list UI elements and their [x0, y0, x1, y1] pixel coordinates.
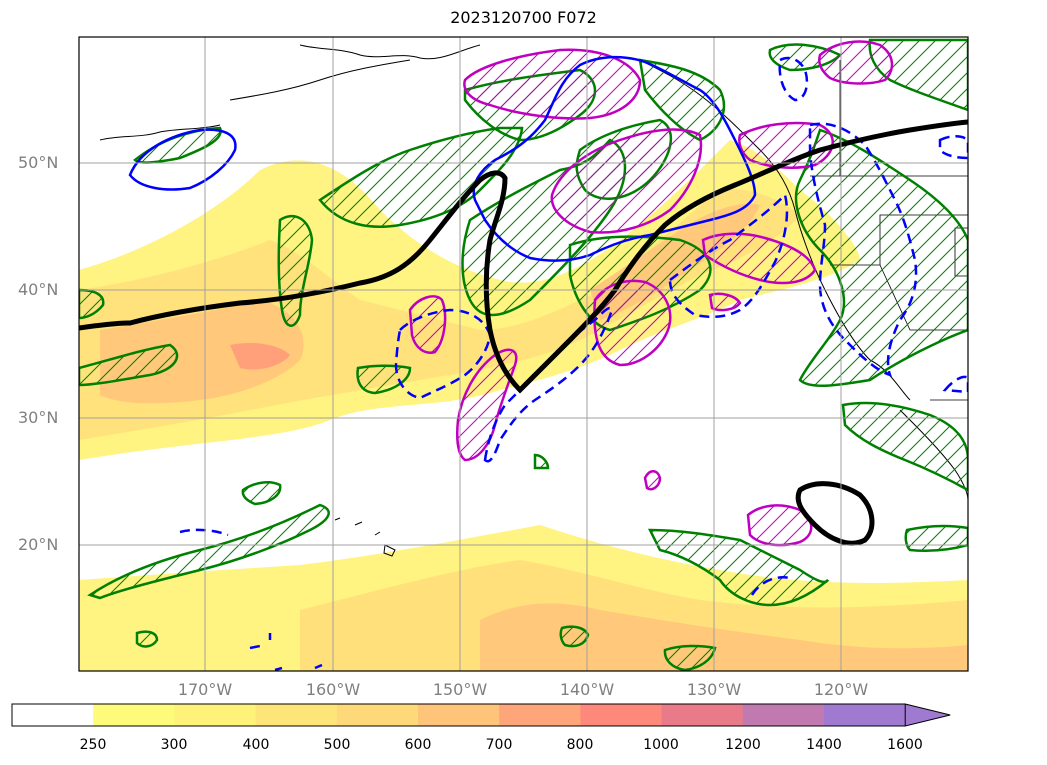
colorbar-frame: [11, 703, 906, 727]
colorbar-segment: [824, 704, 906, 726]
green-hatched-regions: [79, 38, 968, 671]
colorbar-segment: [418, 704, 500, 726]
lon-label-130w: 130°W: [686, 680, 742, 699]
colorbar-tick-1600: 1600: [887, 737, 923, 753]
map-frame: [78, 36, 969, 672]
colorbar-segment: [742, 704, 825, 726]
lat-label-40n: 40°N: [18, 280, 59, 299]
colorbar-segment: [336, 704, 419, 726]
colorbar-tick-250: 250: [79, 737, 107, 753]
blue-solid-contours: [128, 55, 757, 262]
colorbar-extend-arrow: [904, 703, 951, 727]
colorbar-segment: [661, 704, 744, 726]
colorbar-tick-400: 400: [242, 737, 270, 753]
shading-south-band: [79, 525, 968, 671]
colorbar-segment: [174, 704, 257, 726]
colorbar-tick-1200: 1200: [725, 737, 761, 753]
map-contents: [79, 37, 968, 671]
colorbar-segment: [499, 704, 581, 726]
lon-label-160w: 160°W: [305, 680, 361, 699]
lon-label-120w: 120°W: [813, 680, 869, 699]
lon-label-140w: 140°W: [559, 680, 615, 699]
colorbar-tick-600: 600: [404, 737, 432, 753]
lat-label-20n: 20°N: [18, 535, 59, 554]
colorbar-tick-300: 300: [160, 737, 188, 753]
black-thick-contours: [79, 119, 968, 546]
colorbar-segment: [255, 704, 338, 726]
colorbar: [11, 703, 951, 727]
magenta-hatched-regions: [408, 40, 894, 547]
lon-label-170w: 170°W: [177, 680, 233, 699]
lat-label-50n: 50°N: [18, 153, 59, 172]
colorbar-tick-1000: 1000: [643, 737, 679, 753]
lat-label-30n: 30°N: [18, 408, 59, 427]
colorbar-segment: [12, 704, 94, 726]
lon-label-150w: 150°W: [432, 680, 488, 699]
colorbar-tick-700: 700: [485, 737, 513, 753]
colorbar-segment: [580, 704, 663, 726]
colorbar-tick-500: 500: [323, 737, 351, 753]
gridlines: [79, 37, 968, 671]
colorbar-tick-1400: 1400: [806, 737, 842, 753]
map-title: 2023120700 F072: [450, 8, 597, 27]
colorbar-segment: [93, 704, 175, 726]
colorbar-tick-800: 800: [566, 737, 594, 753]
